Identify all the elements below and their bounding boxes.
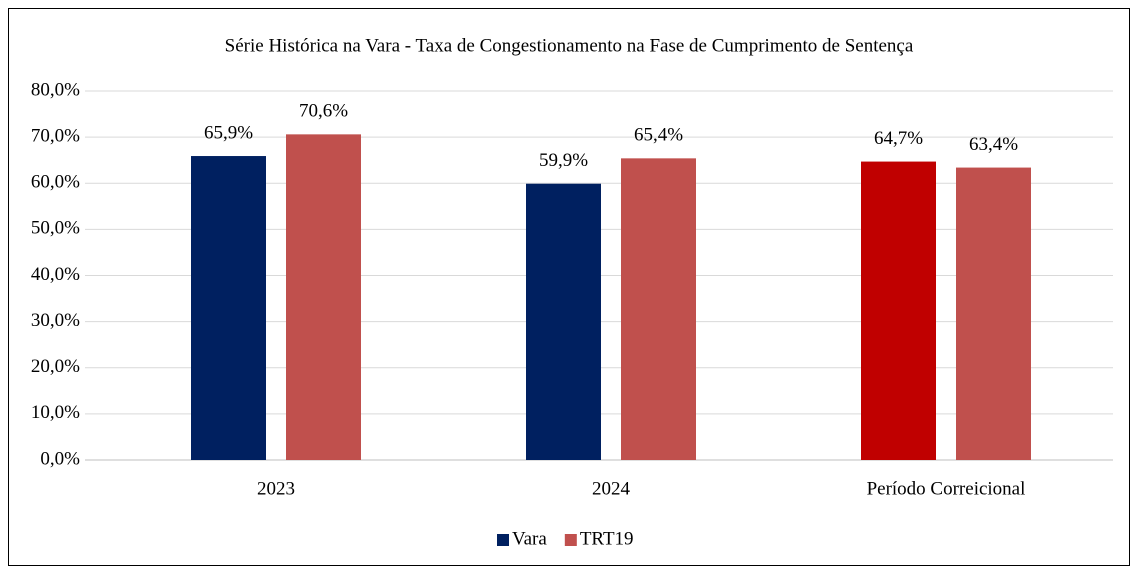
bar — [621, 158, 696, 460]
y-tick-label: 80,0% — [31, 79, 80, 100]
data-label: 65,4% — [634, 125, 683, 146]
bar — [526, 183, 601, 460]
data-label: 70,6% — [299, 101, 348, 122]
y-tick-label: 40,0% — [31, 264, 80, 285]
bar — [861, 161, 936, 461]
data-label: 59,9% — [539, 150, 588, 171]
bar — [286, 134, 361, 461]
y-tick-label: 0,0% — [40, 448, 80, 469]
x-tick-label: 2023 — [257, 478, 295, 499]
data-label: 63,4% — [969, 134, 1018, 155]
y-tick-label: 50,0% — [31, 218, 80, 239]
legend-label: TRT19 — [580, 528, 634, 549]
y-tick-label: 10,0% — [31, 402, 80, 423]
legend-label: Vara — [512, 528, 547, 549]
y-tick-label: 30,0% — [31, 310, 80, 331]
x-tick-label: Período Correicional — [867, 478, 1026, 499]
legend-swatch — [564, 534, 577, 546]
y-tick-label: 20,0% — [31, 356, 80, 377]
data-label: 65,9% — [204, 122, 253, 143]
x-tick-label: 2024 — [592, 478, 631, 499]
bar — [956, 167, 1031, 460]
bar — [191, 156, 266, 460]
y-tick-label: 60,0% — [31, 172, 80, 193]
y-tick-label: 70,0% — [31, 125, 80, 146]
legend-swatch — [497, 534, 509, 546]
chart-title: Série Histórica na Vara - Taxa de Conges… — [225, 35, 914, 56]
data-label: 64,7% — [874, 128, 923, 149]
